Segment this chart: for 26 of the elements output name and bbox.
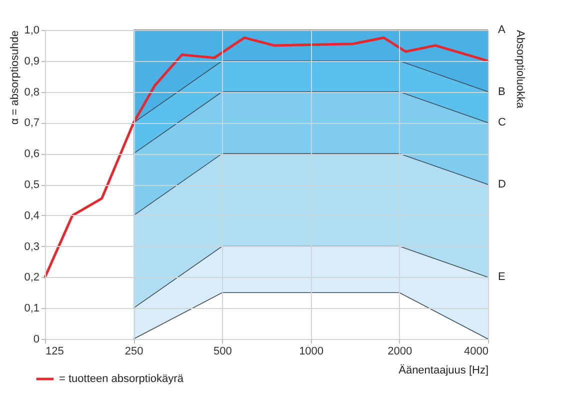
x-tick-label: 500 [214, 346, 232, 358]
series-label: A [498, 24, 506, 36]
legend-label: = tuotteen absorptiokäyrä [59, 373, 184, 385]
y-tick-label: 0,8 [24, 86, 40, 98]
series-label: B [498, 86, 506, 98]
x-tick-label: 4000 [464, 346, 488, 358]
y-tick-label: 0,3 [24, 240, 40, 253]
y2-axis-title: Absorptioluokka [514, 30, 526, 110]
x-tick-label: 2000 [388, 346, 412, 358]
x-axis-title: Äänentaajuus [Hz] [398, 364, 488, 376]
y-tick-label: 0,1 [24, 302, 40, 315]
y-tick-label: 0 [33, 334, 40, 346]
x-tick-label: 250 [124, 346, 144, 358]
y-tick-label: 0,6 [24, 148, 40, 160]
y-tick-label: 0,5 [24, 179, 40, 191]
y-axis-title: α = absorptiosuhde [9, 30, 22, 125]
y-tick-label: 1,0 [24, 24, 40, 36]
x-tick-label: 125 [46, 346, 64, 358]
y-tick-label: 0,4 [24, 210, 40, 222]
y-tick-label: 0,2 [24, 272, 40, 284]
series-label: C [498, 116, 506, 129]
series-label: D [498, 178, 506, 190]
y-tick-label: 0,7 [24, 117, 40, 130]
x-tick-label: 1000 [299, 346, 324, 358]
series-label: E [498, 271, 506, 284]
y-tick-label: 0,9 [24, 55, 40, 68]
